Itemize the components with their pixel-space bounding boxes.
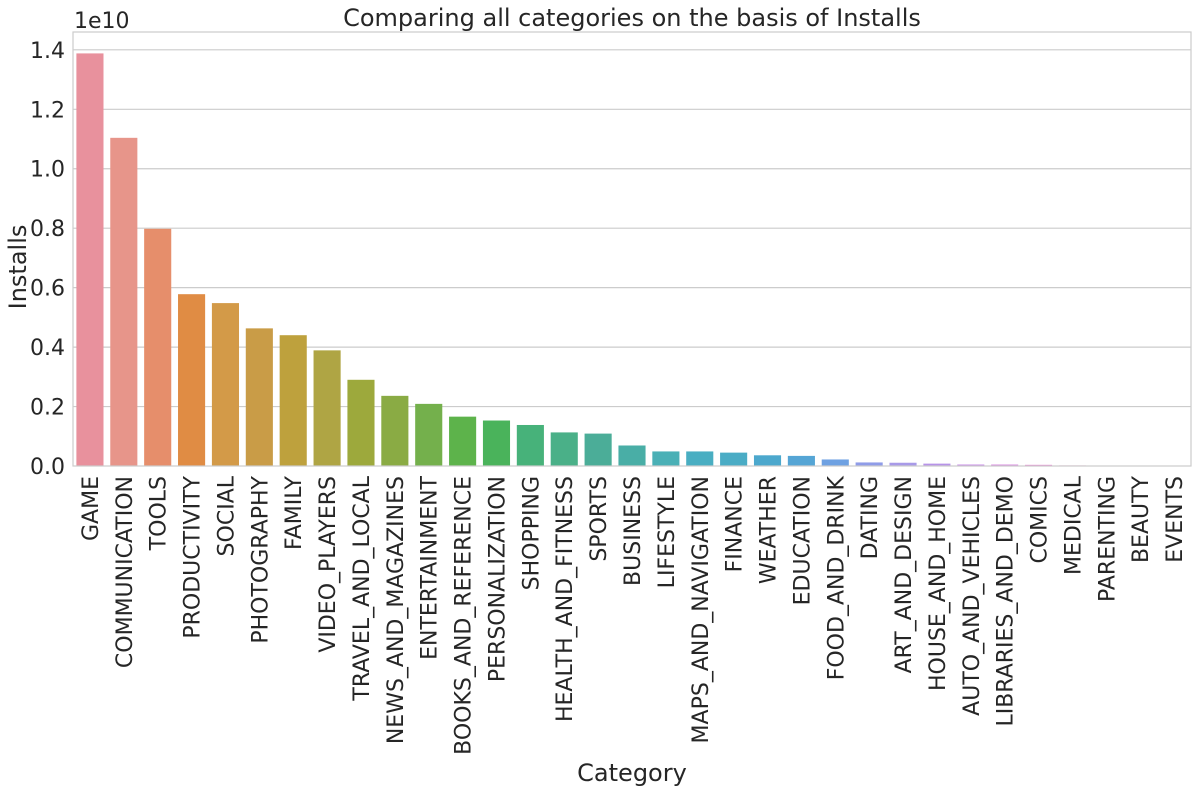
x-tick-label: LIFESTYLE: [655, 476, 680, 588]
bar-entertainment: [415, 403, 443, 466]
bar-weather: [753, 455, 782, 466]
x-tick-label: ENTERTAINMENT: [418, 475, 443, 659]
bar-productivity: [178, 294, 206, 466]
x-tick-label: AUTO_AND_VEHICLES: [960, 476, 985, 716]
bar-tools: [144, 228, 172, 466]
bar-family: [279, 335, 307, 466]
y-tick-labels: 0.0 0.2 0.4 0.6 0.8 1.0 1.2 1.4: [30, 39, 65, 480]
x-tick-label: MAPS_AND_NAVIGATION: [689, 476, 714, 743]
bars: [76, 53, 1188, 467]
x-tick-label: PHOTOGRAPHY: [248, 475, 273, 643]
x-tick-label: WEATHER: [757, 476, 782, 584]
x-tick-label: ART_AND_DESIGN: [892, 476, 917, 673]
y-tick-label: 1.4: [30, 39, 65, 64]
x-tick-label: BOOKS_AND_REFERENCE: [452, 476, 477, 755]
x-tick-label: SHOPPING: [519, 476, 544, 590]
bar-news-and-magazines: [381, 395, 409, 466]
y-tick-label: 0.4: [30, 336, 65, 361]
bar-travel-and-local: [347, 379, 375, 466]
bar-food-and-drink: [821, 459, 849, 466]
y-tick-label: 0.2: [30, 396, 65, 421]
x-tick-label: COMMUNICATION: [113, 476, 138, 668]
bar-game: [76, 53, 104, 466]
x-tick-label: FOOD_AND_DRINK: [824, 475, 849, 680]
bar-finance: [720, 452, 748, 466]
plot-frame: [72, 31, 1192, 467]
bar-video-players: [313, 350, 341, 466]
x-tick-label: EDUCATION: [790, 476, 815, 605]
bar-health-and-fitness: [550, 432, 578, 466]
x-tick-label: NEWS_AND_MAGAZINES: [384, 476, 409, 744]
bar-dating: [855, 462, 883, 466]
x-tick-label: MEDICAL: [1061, 475, 1086, 575]
x-axis-label: Category: [577, 759, 687, 787]
bar-personalization: [482, 420, 511, 466]
x-tick-label: SOCIAL: [214, 475, 239, 556]
x-tick-label: HOUSE_AND_HOME: [926, 476, 951, 691]
bar-maps-and-navigation: [686, 451, 714, 466]
bar-business: [618, 445, 646, 466]
x-tick-labels: GAME COMMUNICATION TOOLS PRODUCTIVITY SOCIAL…: [79, 475, 1188, 755]
x-tick-label: DATING: [858, 476, 883, 559]
chart-title: Comparing all categories on the basis of…: [343, 4, 921, 32]
bar-shopping: [516, 424, 544, 466]
bar-house-and-home: [923, 463, 951, 466]
gridlines: [73, 49, 1191, 408]
x-tick-label: GAME: [79, 476, 104, 541]
y-tick-label: 0.6: [30, 277, 65, 302]
bar-libraries-and-demo: [991, 464, 1019, 466]
y-axis-label: Installs: [4, 225, 32, 310]
bar-education: [787, 455, 815, 466]
bar-sports: [584, 433, 612, 466]
y-tick-label: 1.2: [30, 98, 65, 123]
y-tick-label: 1.0: [30, 158, 65, 183]
bar-auto-and-vehicles: [957, 464, 985, 466]
x-tick-label: BEAUTY: [1129, 475, 1154, 563]
x-tick-label: FINANCE: [723, 476, 748, 572]
bar-communication: [110, 137, 138, 467]
x-tick-label: TRAVEL_AND_LOCAL: [350, 475, 375, 701]
y-offset-label: 1e10: [74, 9, 130, 34]
x-tick-label: PERSONALIZATION: [485, 476, 510, 682]
x-tick-label: TOOLS: [147, 476, 172, 551]
bar-lifestyle: [652, 451, 680, 466]
bar-art-and-design: [889, 462, 917, 466]
x-tick-label: FAMILY: [282, 475, 307, 549]
x-tick-label: LIBRARIES_AND_DEMO: [994, 476, 1019, 727]
bar-books-and-reference: [449, 416, 477, 466]
x-tick-label: VIDEO_PLAYERS: [316, 476, 341, 653]
x-tick-label: PARENTING: [1095, 476, 1120, 602]
y-tick-label: 0.0: [30, 455, 65, 480]
x-tick-label: COMICS: [1028, 476, 1053, 563]
y-tick-label: 0.8: [30, 217, 65, 242]
bar-social: [211, 303, 240, 466]
x-tick-label: PRODUCTIVITY: [181, 475, 206, 638]
x-tick-label: SPORTS: [587, 476, 612, 562]
x-tick-label: BUSINESS: [621, 476, 646, 586]
x-tick-label: EVENTS: [1163, 476, 1188, 563]
bar-photography: [245, 328, 273, 466]
x-tick-label: HEALTH_AND_FITNESS: [553, 476, 578, 722]
